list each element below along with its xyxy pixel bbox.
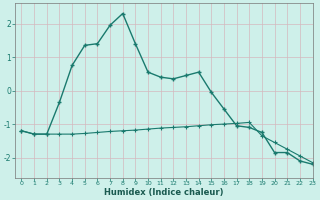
X-axis label: Humidex (Indice chaleur): Humidex (Indice chaleur)	[104, 188, 224, 197]
